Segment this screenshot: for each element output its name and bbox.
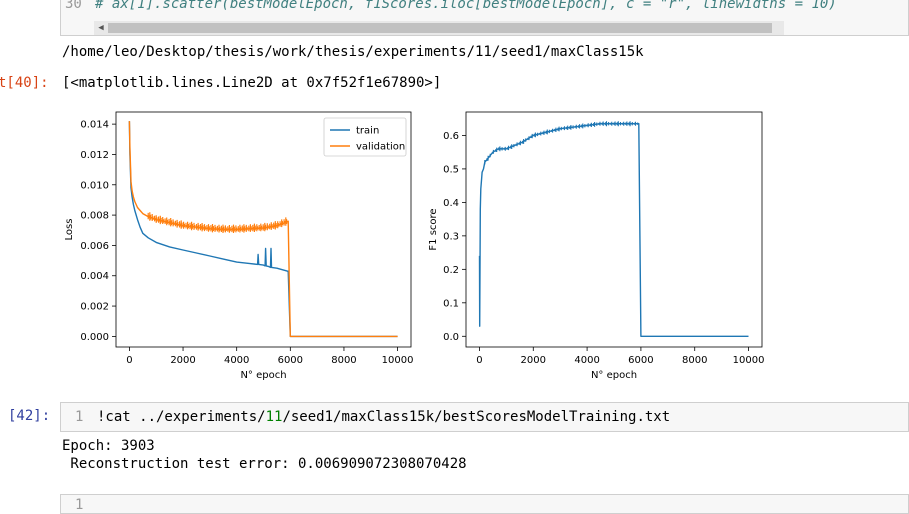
scrollbar-thumb[interactable] xyxy=(108,23,772,33)
input-prompt: [42]: xyxy=(8,408,51,424)
output-prompt: t[40]: xyxy=(0,75,49,91)
y-tick-label: 0.000 xyxy=(80,332,109,343)
y-tick-label: 0.6 xyxy=(443,131,459,142)
x-tick-label: 2000 xyxy=(170,355,195,366)
y-tick-label: 0.4 xyxy=(443,198,459,209)
code-comment: # ax[1].scatter(bestModelEpoch, f1Scores… xyxy=(95,0,837,12)
plot-frame xyxy=(115,111,412,348)
x-axis-label: N° epoch xyxy=(591,370,637,381)
validation-noise xyxy=(147,212,288,233)
y-tick-label: 0.0 xyxy=(443,332,459,343)
x-tick-label: 8000 xyxy=(682,355,707,366)
code-cell-next[interactable]: 1 xyxy=(60,494,909,514)
x-tick-label: 0 xyxy=(476,355,482,366)
y-tick-label: 0.5 xyxy=(443,164,459,175)
series-line-train xyxy=(128,121,398,338)
x-tick-label: 10000 xyxy=(382,355,414,366)
y-tick-label: 0.008 xyxy=(80,211,109,222)
code-line: !cat ../experiments/11/seed1/maxClass15k… xyxy=(97,409,671,425)
x-tick-label: 10000 xyxy=(733,355,765,366)
x-tick-label: 2000 xyxy=(521,355,546,366)
line-number: 30 xyxy=(65,0,82,12)
output-epoch: Epoch: 3903 xyxy=(62,438,155,454)
legend: train validation xyxy=(323,117,407,157)
y-axis-label: F1 score xyxy=(428,208,439,250)
y-axis-label: Loss xyxy=(64,219,75,241)
x-tick-label: 4000 xyxy=(574,355,599,366)
f1-plot: 0 2000 4000 6000 8000 10000 0.0 0.1 0.2 0.3 0.4 0.5… xyxy=(428,111,765,381)
output-error: Reconstruction test error: 0.00690907230… xyxy=(62,456,467,472)
line-number: 1 xyxy=(75,497,84,513)
y-tick-label: 0.010 xyxy=(80,180,109,191)
y-tick-label: 0.3 xyxy=(443,231,459,242)
x-tick-label: 4000 xyxy=(224,355,249,366)
y-tick-label: 0.012 xyxy=(80,150,109,161)
code-cell-42[interactable]: 1 !cat ../experiments/11/seed1/maxClass1… xyxy=(60,402,909,432)
y-tick-label: 0.002 xyxy=(80,302,109,313)
x-tick-label: 6000 xyxy=(628,355,653,366)
y-tick-label: 0.2 xyxy=(443,265,459,276)
legend-label-validation: validation xyxy=(356,142,405,153)
output-path: /home/leo/Desktop/thesis/work/thesis/exp… xyxy=(62,44,644,60)
scroll-left-icon[interactable]: ◀ xyxy=(98,23,104,33)
x-tick-label: 6000 xyxy=(278,355,303,366)
legend-label-train: train xyxy=(356,126,379,137)
y-tick-label: 0.014 xyxy=(80,120,109,131)
y-tick-label: 0.006 xyxy=(80,241,109,252)
y-tick-label: 0.004 xyxy=(80,271,109,282)
x-axis-label: N° epoch xyxy=(240,370,286,381)
plot-background xyxy=(466,112,762,347)
matplotlib-figure: 0 2000 4000 6000 8000 10000 0.000 0.002 0.004 0.0… xyxy=(64,111,765,381)
line-number: 1 xyxy=(75,409,84,425)
loss-plot: 0 2000 4000 6000 8000 10000 0.000 0.002 0.004 0.0… xyxy=(64,111,414,381)
horizontal-scrollbar[interactable]: ◀ xyxy=(94,21,784,35)
y-tick-label: 0.1 xyxy=(443,298,459,309)
x-tick-label: 0 xyxy=(126,355,132,366)
x-tick-label: 8000 xyxy=(331,355,356,366)
plot-frame xyxy=(465,111,763,348)
output-repr: [<matplotlib.lines.Line2D at 0x7f52f1e67… xyxy=(62,75,442,91)
